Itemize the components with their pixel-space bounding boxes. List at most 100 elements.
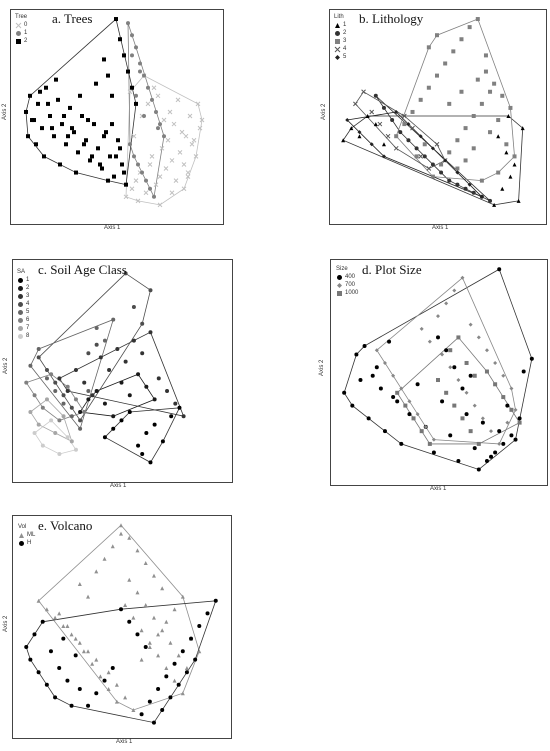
data-point xyxy=(468,322,473,327)
data-point xyxy=(509,433,514,438)
data-point xyxy=(184,666,189,670)
data-point xyxy=(419,429,424,434)
legend-label: 3 xyxy=(343,38,347,44)
data-point xyxy=(393,145,399,151)
data-point xyxy=(142,73,146,78)
data-point xyxy=(96,146,100,151)
data-point xyxy=(119,380,124,385)
data-point xyxy=(40,619,45,624)
data-point xyxy=(414,154,419,159)
data-point xyxy=(49,418,54,423)
square-marker-icon xyxy=(337,290,342,296)
data-point xyxy=(139,712,144,717)
legend-title: Vol xyxy=(18,524,27,530)
data-point xyxy=(139,657,144,662)
data-point xyxy=(160,439,165,444)
data-point xyxy=(467,182,472,187)
data-point xyxy=(185,170,191,175)
data-point xyxy=(122,53,126,58)
data-point xyxy=(152,422,157,427)
data-point xyxy=(427,441,432,446)
data-point xyxy=(156,653,161,658)
data-point xyxy=(90,154,94,159)
data-point xyxy=(135,198,141,204)
data-point xyxy=(402,122,407,127)
data-point xyxy=(399,386,404,391)
data-point xyxy=(179,129,185,135)
group-hull xyxy=(395,18,515,182)
data-point xyxy=(114,154,118,159)
data-point xyxy=(160,586,165,591)
data-point xyxy=(84,138,88,143)
data-point xyxy=(157,202,163,208)
data-point xyxy=(185,174,191,179)
data-point xyxy=(489,454,494,459)
group-hull xyxy=(343,268,533,470)
data-point xyxy=(452,403,457,408)
data-point xyxy=(411,416,416,421)
data-point xyxy=(455,170,460,175)
data-point xyxy=(357,134,362,139)
data-point xyxy=(123,695,128,700)
legend-label: ML xyxy=(27,532,36,538)
data-point xyxy=(483,53,488,58)
group-hull xyxy=(396,336,521,445)
data-point xyxy=(70,126,74,131)
data-point xyxy=(102,338,107,343)
y-axis-label: Axis 2 xyxy=(3,357,9,374)
data-point xyxy=(366,416,371,421)
data-point xyxy=(126,21,130,26)
circle-marker-icon xyxy=(18,277,23,283)
data-point xyxy=(512,162,517,167)
data-point xyxy=(479,101,484,106)
data-point xyxy=(435,73,439,78)
data-point xyxy=(171,121,177,127)
data-point xyxy=(509,386,514,391)
group-hull xyxy=(342,115,524,206)
legend-label: 6 xyxy=(26,317,30,323)
data-point xyxy=(131,615,136,620)
data-point xyxy=(173,178,179,183)
data-point xyxy=(508,174,513,179)
data-point xyxy=(480,416,485,421)
data-point xyxy=(189,141,195,147)
legend-item: 8 xyxy=(17,332,29,340)
data-point xyxy=(436,378,440,383)
data-point xyxy=(66,134,70,139)
circle-marker-icon xyxy=(16,30,21,36)
data-point xyxy=(365,114,370,118)
data-point xyxy=(455,138,460,143)
data-point xyxy=(131,133,137,139)
data-point xyxy=(436,335,440,340)
data-point xyxy=(24,109,28,114)
data-point xyxy=(382,360,387,365)
data-point xyxy=(492,202,497,207)
data-point xyxy=(157,174,163,179)
data-point xyxy=(501,441,506,446)
data-point xyxy=(161,117,167,123)
data-point xyxy=(160,708,165,712)
data-point xyxy=(106,73,110,78)
data-point xyxy=(36,670,41,675)
data-point xyxy=(197,125,203,131)
legend-item: 6 xyxy=(17,316,29,324)
data-point xyxy=(73,368,78,372)
data-point xyxy=(391,395,396,400)
data-point xyxy=(57,376,62,381)
scatter-plot xyxy=(342,267,534,472)
data-point xyxy=(439,162,444,167)
data-point xyxy=(44,85,48,90)
data-point xyxy=(111,426,116,431)
data-point xyxy=(28,657,33,662)
data-point xyxy=(146,85,150,90)
legend-item: 0 xyxy=(15,21,27,29)
data-point xyxy=(193,657,198,662)
data-point xyxy=(464,360,469,365)
legend-label: H xyxy=(27,540,32,546)
data-point xyxy=(156,687,161,691)
data-point xyxy=(32,393,37,398)
scatter-plot xyxy=(24,271,186,465)
data-point xyxy=(124,182,128,187)
data-point xyxy=(38,89,42,94)
legend-label: 1 xyxy=(24,30,28,36)
